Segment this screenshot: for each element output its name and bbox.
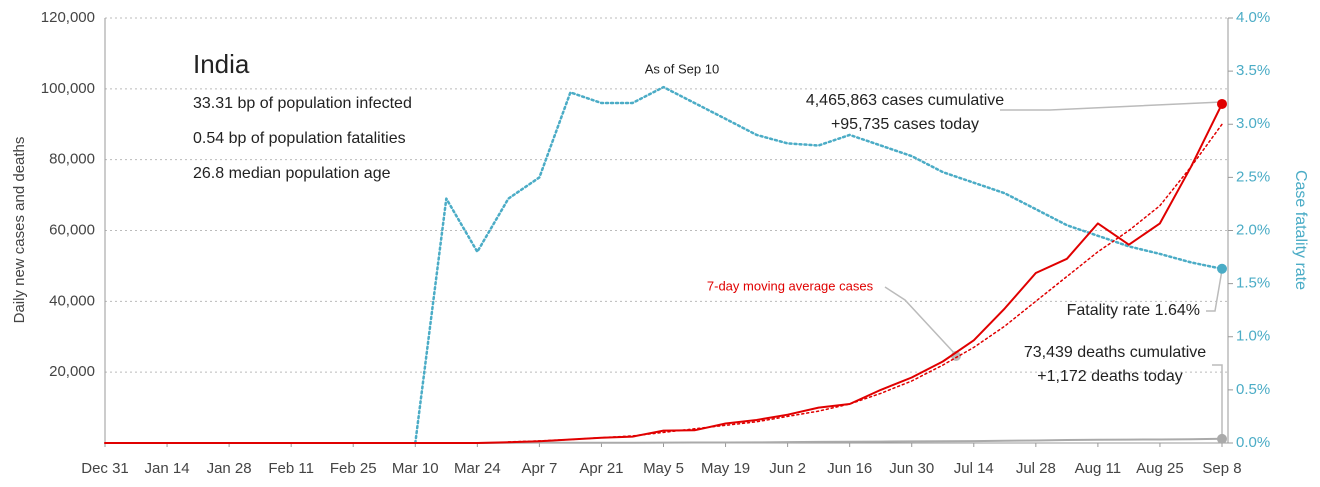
y-tick-label: 20,000 xyxy=(49,363,95,380)
x-tick-label: Jan 28 xyxy=(207,460,252,477)
x-tick-label: Apr 7 xyxy=(521,460,557,477)
annotation: +95,735 cases today xyxy=(831,116,979,133)
annotation: 73,439 deaths cumulative xyxy=(1024,344,1206,361)
annotation: As of Sep 10 xyxy=(645,61,719,76)
x-tick-label: Mar 10 xyxy=(392,460,439,477)
x-tick-label: Jun 2 xyxy=(769,460,806,477)
y-tick-label: 60,000 xyxy=(49,221,95,238)
leader-line xyxy=(884,286,957,356)
y-tick-label: 100,000 xyxy=(41,80,95,97)
annotation: 0.54 bp of population fatalities xyxy=(193,130,406,147)
y2-tick-label: 2.0% xyxy=(1236,221,1270,238)
x-tick-label: Feb 25 xyxy=(330,460,377,477)
x-tick-label: Jul 28 xyxy=(1016,460,1056,477)
annotation: 33.31 bp of population infected xyxy=(193,95,412,112)
x-tick-label: Jul 14 xyxy=(954,460,994,477)
x-tick-label: Jun 16 xyxy=(827,460,872,477)
y-tick-label: 120,000 xyxy=(41,9,95,26)
annotation: Fatality rate 1.64% xyxy=(1067,302,1200,319)
leader-line xyxy=(1206,269,1223,312)
x-tick-label: Sep 8 xyxy=(1202,460,1241,477)
x-tick-label: Aug 25 xyxy=(1136,460,1184,477)
annotation: 7-day moving average cases xyxy=(707,278,874,293)
x-tick-label: Mar 24 xyxy=(454,460,501,477)
y2-tick-label: 3.5% xyxy=(1236,62,1270,79)
x-tick-label: Jun 30 xyxy=(889,460,934,477)
annotation: 4,465,863 cases cumulative xyxy=(806,92,1004,109)
x-tick-label: Aug 11 xyxy=(1075,460,1121,477)
y2-tick-label: 2.5% xyxy=(1236,168,1270,185)
chart-title: India xyxy=(193,49,250,79)
y2-axis-label: Case fatality rate xyxy=(1292,170,1309,290)
leader-line xyxy=(1000,101,1223,111)
annotation: +1,172 deaths today xyxy=(1037,368,1182,385)
x-tick-label: Dec 31 xyxy=(81,460,129,477)
x-tick-label: Feb 11 xyxy=(268,460,314,477)
x-tick-label: Apr 21 xyxy=(579,460,623,477)
y2-tick-label: 4.0% xyxy=(1236,9,1270,26)
y2-tick-label: 1.0% xyxy=(1236,328,1270,345)
end-point xyxy=(1217,433,1227,444)
x-tick-label: May 19 xyxy=(701,460,750,477)
x-tick-label: May 5 xyxy=(643,460,684,477)
y2-tick-label: 0.0% xyxy=(1236,434,1270,451)
end-point xyxy=(1217,263,1227,274)
series-line xyxy=(104,102,1223,444)
series-line xyxy=(507,123,1223,443)
end-point xyxy=(1217,98,1227,109)
annotation: 26.8 median population age xyxy=(193,165,391,182)
y2-tick-label: 3.0% xyxy=(1236,115,1270,132)
x-tick-label: Jan 14 xyxy=(145,460,190,477)
y-tick-label: 40,000 xyxy=(49,292,95,309)
leader-line xyxy=(1212,364,1223,437)
y2-tick-label: 0.5% xyxy=(1236,381,1270,398)
series-line xyxy=(414,85,1224,445)
y2-tick-label: 1.5% xyxy=(1236,275,1270,292)
y-tick-label: 80,000 xyxy=(49,151,95,168)
y-axis-label: Daily new cases and deaths xyxy=(11,137,28,324)
